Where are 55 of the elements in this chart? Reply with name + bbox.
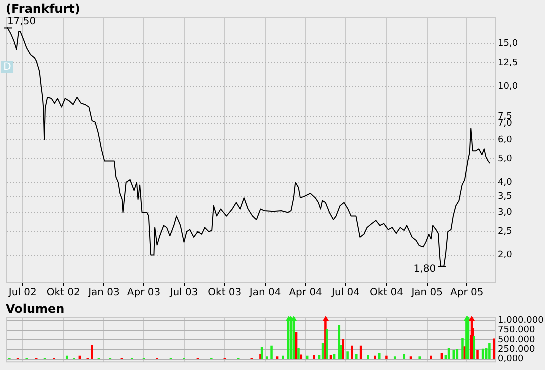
x-tick-label: Jul 03 bbox=[169, 288, 198, 299]
y-tick-label: 5,0 bbox=[498, 154, 513, 164]
bar bbox=[298, 348, 300, 360]
x-tick-label: Jan 04 bbox=[248, 288, 282, 299]
annotation: 1,80 bbox=[414, 264, 436, 275]
x-tick-label: Jul 02 bbox=[8, 288, 37, 299]
bar bbox=[378, 353, 381, 360]
bar bbox=[346, 352, 349, 360]
x-tick-label: Okt 02 bbox=[46, 288, 80, 299]
y-tick-label: 15,0 bbox=[498, 39, 518, 50]
y-tick-label: 250.000 bbox=[498, 344, 536, 355]
bar bbox=[266, 356, 268, 360]
y-tick-label: 3,0 bbox=[498, 208, 513, 218]
y-tick-label: 6,0 bbox=[498, 135, 513, 146]
bar bbox=[488, 344, 491, 360]
bar bbox=[91, 345, 94, 360]
x-tick-label: Okt 03 bbox=[208, 288, 242, 299]
x-tick-label: Jan 03 bbox=[88, 288, 120, 299]
bar bbox=[351, 346, 354, 360]
bar bbox=[394, 356, 396, 360]
y-tick-label: 0,000 bbox=[498, 354, 524, 365]
bar bbox=[492, 338, 495, 360]
bar bbox=[374, 356, 376, 360]
bar bbox=[313, 355, 316, 360]
bar bbox=[276, 356, 279, 360]
bar bbox=[410, 356, 412, 360]
x-tick-label: Jan 05 bbox=[410, 288, 444, 299]
bar bbox=[282, 356, 284, 360]
x-tick-label: Apr 05 bbox=[450, 288, 484, 299]
bar bbox=[476, 350, 479, 360]
y-tick-label: 2,0 bbox=[498, 250, 513, 261]
y-tick-label: 10,0 bbox=[498, 82, 518, 92]
bar bbox=[356, 354, 358, 360]
y-tick-label: 1.000.000 bbox=[498, 316, 544, 326]
bar bbox=[430, 356, 432, 360]
y-tick-label: 7,0 bbox=[498, 119, 513, 130]
bar bbox=[367, 355, 370, 360]
y-tick-label: 3,5 bbox=[498, 192, 512, 202]
bar bbox=[386, 356, 388, 360]
x-tick-label: Jul 04 bbox=[331, 288, 360, 299]
annotation: 17,50 bbox=[7, 16, 36, 28]
x-tick-label: Okt 04 bbox=[370, 288, 404, 299]
bar bbox=[270, 346, 273, 360]
y-tick-label: 500.000 bbox=[498, 335, 536, 346]
y-tick-label: 750.000 bbox=[498, 326, 536, 336]
annotation: D bbox=[4, 62, 12, 73]
x-tick-label: Apr 04 bbox=[289, 288, 322, 299]
x-tick-label: Apr 03 bbox=[127, 288, 161, 299]
chart-title: (Frankfurt) bbox=[6, 2, 80, 16]
bar bbox=[300, 354, 303, 360]
y-tick-label: 12,5 bbox=[498, 58, 518, 68]
y-tick-label: 2,5 bbox=[498, 227, 512, 238]
y-tick-label: 4,0 bbox=[498, 178, 513, 188]
chart-title: Volumen bbox=[6, 302, 65, 316]
bar bbox=[418, 356, 421, 360]
